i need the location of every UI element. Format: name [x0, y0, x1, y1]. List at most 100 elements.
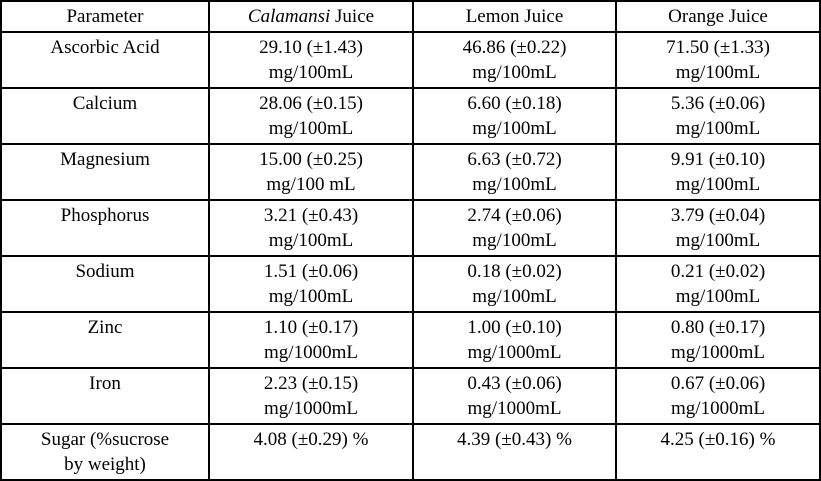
parameter-cell: Sugar (%sucrose by weight)	[0, 423, 210, 481]
measurement-value: 29.10 (±1.43)	[259, 37, 363, 58]
measurement-unit: mg/100mL	[472, 62, 557, 83]
table-row: Zinc 1.10 (±0.17) mg/1000mL 1.00 (±0.10)…	[0, 311, 821, 369]
measurement-unit: mg/100mL	[675, 62, 761, 83]
measurement-unit: mg/1000mL	[671, 342, 765, 363]
header-row: Parameter Calamansi Juice Lemon Juice Or…	[0, 0, 821, 33]
header-calamansi-rest: Juice	[330, 5, 375, 27]
measurement-value: 0.80 (±0.17)	[670, 317, 766, 338]
orange-value-cell: 0.67 (±0.06) mg/1000mL	[615, 367, 821, 425]
parameter-name: Calcium	[72, 93, 138, 114]
measurement-value: 9.91 (±0.10)	[670, 149, 766, 170]
calamansi-value-cell: 1.10 (±0.17) mg/1000mL	[208, 311, 414, 369]
calamansi-value-cell: 1.51 (±0.06) mg/100mL	[208, 255, 414, 313]
measurement-unit: mg/100mL	[472, 174, 557, 195]
orange-value-cell: 0.21 (±0.02) mg/100mL	[615, 255, 821, 313]
header-lemon-juice: Lemon Juice	[412, 0, 617, 33]
table-row: Sugar (%sucrose by weight) 4.08 (±0.29) …	[0, 423, 821, 481]
measurement-value: 1.51 (±0.06)	[263, 261, 359, 282]
header-parameter: Parameter	[0, 0, 210, 33]
parameter-cell: Iron	[0, 367, 210, 425]
parameter-cell: Zinc	[0, 311, 210, 369]
lemon-value-cell: 0.43 (±0.06) mg/1000mL	[412, 367, 617, 425]
measurement-unit: mg/100mL	[268, 286, 354, 307]
orange-value-cell: 0.80 (±0.17) mg/1000mL	[615, 311, 821, 369]
calamansi-value-cell: 15.00 (±0.25) mg/100 mL	[208, 143, 414, 201]
measurement-unit: mg/100mL	[675, 230, 761, 251]
measurement-unit: mg/100mL	[675, 174, 761, 195]
parameter-cell: Magnesium	[0, 143, 210, 201]
calamansi-value-cell: 29.10 (±1.43) mg/100mL	[208, 31, 414, 89]
parameter-cell: Sodium	[0, 255, 210, 313]
measurement-unit: mg/100mL	[268, 62, 354, 83]
measurement-value: 6.63 (±0.72)	[467, 149, 562, 170]
measurement-value: 2.23 (±0.15)	[263, 373, 359, 394]
table-row: Sodium 1.51 (±0.06) mg/100mL 0.18 (±0.02…	[0, 255, 821, 313]
measurement-unit: mg/1000mL	[467, 398, 562, 419]
parameter-name: Sodium	[75, 261, 135, 282]
parameter-name-line2: by weight)	[64, 454, 146, 475]
parameter-name: Zinc	[87, 317, 123, 338]
measurement-unit: mg/1000mL	[671, 398, 765, 419]
orange-value-cell: 9.91 (±0.10) mg/100mL	[615, 143, 821, 201]
measurement-unit: mg/100mL	[268, 230, 354, 251]
measurement-value: 46.86 (±0.22)	[462, 37, 567, 58]
lemon-value-cell: 4.39 (±0.43) %	[412, 423, 617, 481]
measurement-value: 3.79 (±0.04)	[670, 205, 766, 226]
calamansi-value-cell: 2.23 (±0.15) mg/1000mL	[208, 367, 414, 425]
measurement-value: 6.60 (±0.18)	[467, 93, 562, 114]
measurement-value: 15.00 (±0.25)	[259, 149, 363, 170]
parameter-cell: Phosphorus	[0, 199, 210, 257]
lemon-value-cell: 6.60 (±0.18) mg/100mL	[412, 87, 617, 145]
measurement-value: 4.25 (±0.16) %	[660, 429, 776, 450]
parameter-cell: Ascorbic Acid	[0, 31, 210, 89]
parameter-name: Iron	[89, 373, 121, 394]
header-orange-juice: Orange Juice	[615, 0, 821, 33]
measurement-value: 0.43 (±0.06)	[467, 373, 562, 394]
measurement-unit: mg/100 mL	[266, 174, 356, 195]
lemon-value-cell: 6.63 (±0.72) mg/100mL	[412, 143, 617, 201]
measurement-unit: mg/1000mL	[264, 398, 358, 419]
measurement-unit: mg/100mL	[472, 118, 557, 139]
measurement-value: 28.06 (±0.15)	[259, 93, 363, 114]
measurement-value: 4.08 (±0.29) %	[253, 429, 369, 450]
measurement-value: 71.50 (±1.33)	[666, 37, 770, 58]
measurement-unit: mg/100mL	[472, 230, 557, 251]
measurement-value: 4.39 (±0.43) %	[457, 429, 572, 450]
lemon-value-cell: 1.00 (±0.10) mg/1000mL	[412, 311, 617, 369]
measurement-value: 3.21 (±0.43)	[263, 205, 359, 226]
orange-value-cell: 3.79 (±0.04) mg/100mL	[615, 199, 821, 257]
measurement-unit: mg/1000mL	[264, 342, 358, 363]
measurement-value: 0.67 (±0.06)	[670, 373, 766, 394]
table-row: Iron 2.23 (±0.15) mg/1000mL 0.43 (±0.06)…	[0, 367, 821, 425]
table-body: Ascorbic Acid 29.10 (±1.43) mg/100mL 46.…	[0, 31, 821, 481]
parameter-name: Magnesium	[60, 149, 150, 170]
table-row: Ascorbic Acid 29.10 (±1.43) mg/100mL 46.…	[0, 31, 821, 89]
lemon-value-cell: 2.74 (±0.06) mg/100mL	[412, 199, 617, 257]
measurement-value: 5.36 (±0.06)	[670, 93, 766, 114]
header-calamansi-italic: Calamansi	[247, 5, 331, 27]
measurement-value: 0.21 (±0.02)	[670, 261, 766, 282]
parameter-name: Ascorbic Acid	[50, 37, 160, 58]
measurement-unit: mg/100mL	[472, 286, 557, 307]
header-calamansi-juice: Calamansi Juice	[208, 0, 414, 33]
orange-value-cell: 5.36 (±0.06) mg/100mL	[615, 87, 821, 145]
measurement-unit: mg/100mL	[675, 286, 761, 307]
calamansi-value-cell: 28.06 (±0.15) mg/100mL	[208, 87, 414, 145]
parameter-cell: Calcium	[0, 87, 210, 145]
parameter-name: Phosphorus	[60, 205, 150, 226]
orange-value-cell: 4.25 (±0.16) %	[615, 423, 821, 481]
measurement-unit: mg/100mL	[268, 118, 354, 139]
table-row: Phosphorus 3.21 (±0.43) mg/100mL 2.74 (±…	[0, 199, 821, 257]
calamansi-value-cell: 4.08 (±0.29) %	[208, 423, 414, 481]
calamansi-value-cell: 3.21 (±0.43) mg/100mL	[208, 199, 414, 257]
orange-value-cell: 71.50 (±1.33) mg/100mL	[615, 31, 821, 89]
parameter-name: Sugar (%sucrose	[40, 429, 170, 450]
measurement-unit: mg/100mL	[675, 118, 761, 139]
measurement-value: 1.10 (±0.17)	[263, 317, 359, 338]
table-row: Calcium 28.06 (±0.15) mg/100mL 6.60 (±0.…	[0, 87, 821, 145]
measurement-value: 2.74 (±0.06)	[467, 205, 562, 226]
lemon-value-cell: 0.18 (±0.02) mg/100mL	[412, 255, 617, 313]
measurement-unit: mg/1000mL	[467, 342, 562, 363]
